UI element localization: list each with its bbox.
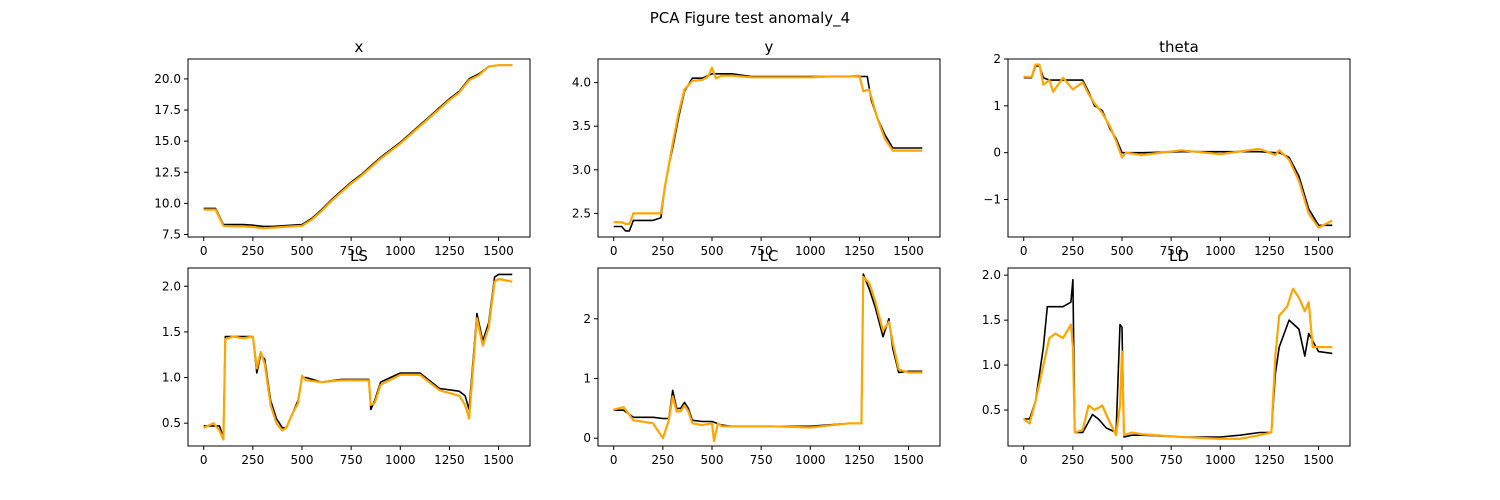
x-tick-label: 1500 — [483, 453, 514, 467]
y-tick-label: 4.0 — [572, 76, 591, 90]
x-tick-label: 750 — [750, 244, 773, 258]
x-tick-label: 0 — [1020, 244, 1028, 258]
subplot-x: 0 250 500 750 1000 1250 1500 7.5 10.0 12.5 15.0 17.… — [154, 38, 531, 258]
subplot-y: 0 250 500 750 1000 1250 1500 2.5 3.0 3.5 4.0 y — [572, 38, 941, 258]
x-tick-label: 1250 — [1254, 244, 1285, 258]
x-tick-label: 500 — [1111, 453, 1134, 467]
y-tick-label: 1.5 — [982, 313, 1001, 327]
axes-frame-ld — [1007, 267, 1351, 447]
panel-title-x: x — [355, 38, 364, 56]
axes-frame-lc — [597, 267, 941, 447]
y-tick-label: 0.5 — [982, 403, 1001, 417]
y-tick-label: 17.5 — [154, 103, 181, 117]
figure-title: PCA Figure test anomaly_4 — [650, 9, 850, 28]
x-tick-label: 750 — [750, 453, 773, 467]
x-tick-label: 0 — [610, 244, 618, 258]
x-tick-label: 250 — [651, 244, 674, 258]
x-tick-label: 750 — [340, 453, 363, 467]
panel-title-ls: LS — [350, 247, 368, 265]
x-tick-label: 250 — [241, 453, 264, 467]
x-tick-label: 750 — [1160, 244, 1183, 258]
axes-frame-y — [597, 58, 941, 238]
subplot-lc: 0 250 500 750 1000 1250 1500 0 1 2 LC — [583, 247, 941, 467]
panel-title-lc: LC — [760, 247, 779, 265]
y-tick-label: 10.0 — [154, 196, 181, 210]
y-tick-label: 2.5 — [572, 206, 591, 220]
x-tick-label: 1000 — [795, 244, 826, 258]
y-tick-label: 7.5 — [162, 228, 181, 242]
x-tick-label: 1250 — [434, 453, 465, 467]
y-tick-label: 2.0 — [162, 279, 181, 293]
y-tick-label: 15.0 — [154, 134, 181, 148]
x-tick-label: 500 — [291, 244, 314, 258]
predicted-line-ls — [203, 277, 513, 441]
y-tick-label: 0 — [993, 146, 1001, 160]
axes-frame-x — [187, 58, 531, 238]
x-tick-label: 500 — [291, 453, 314, 467]
y-tick-label: 2 — [993, 52, 1001, 66]
subplot-ls: 0 250 500 750 1000 1250 1500 0.5 1.0 1.5 2.0 LS — [162, 247, 531, 467]
x-tick-label: 1250 — [844, 244, 875, 258]
predicted-line-theta — [1023, 63, 1333, 229]
x-tick-label: 750 — [340, 244, 363, 258]
predicted-line-x — [203, 64, 513, 230]
x-tick-label: 500 — [701, 244, 724, 258]
panel-title-y: y — [765, 38, 774, 56]
x-tick-label: 1500 — [483, 244, 514, 258]
x-tick-label: 0 — [610, 453, 618, 467]
axes-frame-theta — [1007, 58, 1351, 238]
x-tick-label: 0 — [200, 244, 208, 258]
y-tick-label: 3.5 — [572, 119, 591, 133]
x-tick-label: 1000 — [385, 244, 416, 258]
y-tick-label: −1 — [983, 193, 1001, 207]
x-tick-label: 1000 — [1205, 453, 1236, 467]
axes-frame-ls — [187, 267, 531, 447]
y-tick-label: 1.5 — [162, 325, 181, 339]
x-tick-label: 1500 — [1303, 244, 1334, 258]
x-tick-label: 1500 — [893, 244, 924, 258]
subplot-grid: 0 250 500 750 1000 1250 15007.510.012.515.017.… — [154, 38, 1351, 467]
x-tick-label: 1500 — [1303, 453, 1334, 467]
y-tick-label: 1 — [993, 99, 1001, 113]
y-tick-label: 2.0 — [982, 268, 1001, 282]
x-tick-label: 1250 — [1254, 453, 1285, 467]
actual-line-ls — [203, 273, 513, 438]
x-tick-label: 250 — [651, 453, 674, 467]
x-tick-label: 1000 — [385, 453, 416, 467]
x-tick-label: 1500 — [893, 453, 924, 467]
x-tick-label: 1000 — [1205, 244, 1236, 258]
x-tick-label: 0 — [1020, 453, 1028, 467]
x-tick-label: 750 — [1160, 453, 1183, 467]
y-tick-label: 1 — [583, 372, 591, 386]
x-tick-label: 250 — [241, 244, 264, 258]
predicted-line-y — [613, 66, 923, 225]
x-tick-label: 250 — [1061, 453, 1084, 467]
subplot-theta: 0 250 500 750 1000 1250 1500 −1 0 1 2 theta — [983, 38, 1351, 258]
actual-line-ld — [1023, 278, 1333, 438]
x-tick-label: 1250 — [434, 244, 465, 258]
y-tick-label: 12.5 — [154, 165, 181, 179]
x-tick-label: 1000 — [795, 453, 826, 467]
predicted-line-ld — [1023, 287, 1333, 440]
predicted-line-lc — [613, 275, 923, 443]
x-tick-label: 0 — [200, 453, 208, 467]
panel-title-ld: LD — [1169, 247, 1189, 265]
subplot-ld: 0 250 500 750 1000 1250 1500 0.5 1.0 1.5 2.0 LD — [982, 247, 1351, 467]
y-tick-label: 0 — [583, 431, 591, 445]
y-tick-label: 20.0 — [154, 72, 181, 86]
x-tick-label: 1250 — [844, 453, 875, 467]
panel-title-theta: theta — [1159, 38, 1199, 56]
x-tick-label: 500 — [1111, 244, 1134, 258]
y-tick-label: 1.0 — [982, 358, 1001, 372]
y-tick-label: 3.0 — [572, 163, 591, 177]
x-tick-label: 500 — [701, 453, 724, 467]
y-tick-label: 2 — [583, 312, 591, 326]
y-tick-label: 1.0 — [162, 371, 181, 385]
x-tick-label: 250 — [1061, 244, 1084, 258]
y-tick-label: 0.5 — [162, 416, 181, 430]
